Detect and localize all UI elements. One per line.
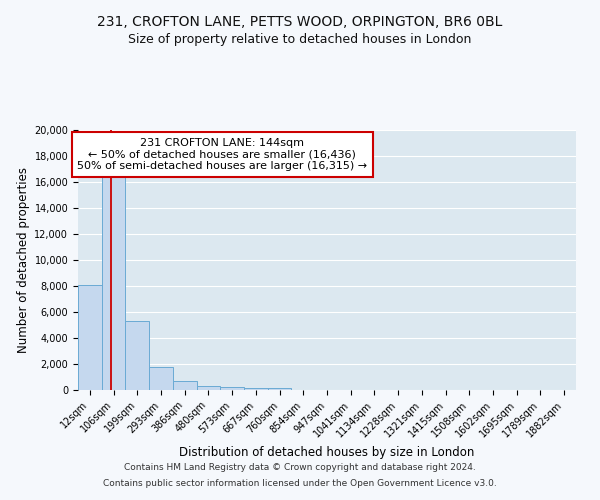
- Bar: [102, 176, 125, 390]
- Bar: [78, 284, 102, 390]
- Bar: [244, 388, 268, 390]
- Bar: [125, 321, 149, 390]
- Text: 231 CROFTON LANE: 144sqm
← 50% of detached houses are smaller (16,436)
50% of se: 231 CROFTON LANE: 144sqm ← 50% of detach…: [77, 138, 367, 171]
- X-axis label: Distribution of detached houses by size in London: Distribution of detached houses by size …: [179, 446, 475, 459]
- Text: Contains public sector information licensed under the Open Government Licence v3: Contains public sector information licen…: [103, 478, 497, 488]
- Bar: [220, 387, 244, 390]
- Bar: [268, 388, 292, 390]
- Bar: [149, 366, 173, 390]
- Text: Contains HM Land Registry data © Crown copyright and database right 2024.: Contains HM Land Registry data © Crown c…: [124, 464, 476, 472]
- Text: 231, CROFTON LANE, PETTS WOOD, ORPINGTON, BR6 0BL: 231, CROFTON LANE, PETTS WOOD, ORPINGTON…: [97, 15, 503, 29]
- Bar: [173, 381, 197, 390]
- Bar: [197, 386, 220, 390]
- Text: Size of property relative to detached houses in London: Size of property relative to detached ho…: [128, 32, 472, 46]
- Y-axis label: Number of detached properties: Number of detached properties: [17, 167, 30, 353]
